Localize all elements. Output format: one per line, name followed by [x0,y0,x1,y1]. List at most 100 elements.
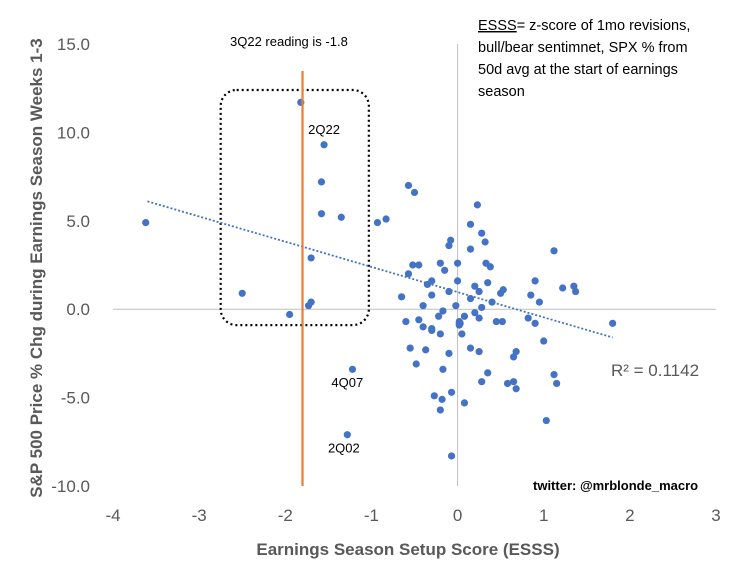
data-point [531,277,539,285]
data-point [478,303,486,312]
x-tick-label: -1 [364,506,379,525]
x-tick-label: -4 [105,506,120,525]
data-point [404,181,413,190]
data-point [453,259,462,267]
data-point [445,241,453,250]
data-point [466,344,475,352]
data-point [285,310,294,319]
data-point [317,178,326,186]
data-point [337,213,345,221]
data-point [509,378,518,386]
data-point [492,317,500,326]
data-point [524,314,532,322]
data-point [406,344,414,352]
r-squared-label: R² = 0.1142 [611,361,699,380]
data-point [499,286,507,294]
data-point [471,309,479,317]
data-point [397,293,406,301]
data-point [445,287,453,296]
y-tick-label: 5.0 [66,212,90,231]
data-point [382,215,390,223]
data-point [441,266,449,274]
data-point [435,312,443,320]
data-point [436,259,444,267]
point-labels: 2Q22 4Q07 2Q02 [308,122,363,455]
data-point [512,385,520,393]
data-point [488,298,496,306]
data-point [475,314,483,322]
data-point [559,284,567,292]
data-point [409,261,417,269]
y-tick-label: -10.0 [51,477,90,496]
twitter-credit: twitter: @mrblonde_macro [533,478,698,493]
data-point [428,277,436,285]
highlight-box [219,88,370,327]
x-axis-title: Earnings Season Setup Score (ESSS) [256,540,559,559]
data-point [422,346,430,354]
data-point [509,353,518,361]
data-point [438,395,446,403]
y-tick-label: -5.0 [61,389,90,408]
data-point [498,317,506,326]
note-line: 50d avg at the start of earnings [478,62,678,78]
data-point [486,263,494,271]
data-point [535,298,544,306]
data-point [343,431,351,439]
note-line: bull/bear sentimnet, SPX % from [478,40,688,56]
data-point [320,141,328,149]
data-point [415,261,423,269]
data-point [447,388,456,396]
data-point [412,360,420,368]
data-point [481,238,489,246]
data-point [430,392,438,400]
data-point [304,302,313,310]
data-point [439,365,447,373]
data-point [439,307,447,315]
point-label: 4Q07 [331,375,363,390]
data-point [348,365,357,373]
x-tick-label: 3 [711,506,720,525]
data-point [484,369,492,377]
data-point [452,302,460,310]
data-point [402,317,410,326]
data-point [142,218,150,227]
data-point [466,294,475,303]
data-point [553,379,561,388]
point-label: 2Q22 [308,122,340,137]
data-point [458,330,466,338]
x-tick-label: 2 [625,506,634,525]
trendline [147,200,613,339]
data-point [503,379,512,388]
data-point [453,277,462,285]
x-tick-label: 0 [453,506,462,525]
data-point [540,337,548,345]
data-point [428,291,436,299]
data-point [466,220,475,228]
data-point [475,287,483,296]
data-point [455,319,463,327]
y-tick-label: 15.0 [57,35,90,54]
y-tick-label: 10.0 [57,123,90,142]
data-point [410,188,419,197]
note-line: season [478,84,525,100]
data-point [527,291,535,299]
data-point [415,316,423,324]
x-tick-label: -3 [192,506,207,525]
point-label: 2Q02 [328,440,360,455]
data-point [466,245,475,253]
data-point [317,210,326,218]
data-point [404,270,413,278]
data-point [445,349,453,357]
data-point [571,287,580,296]
data-point [550,247,558,255]
note-line: ESSS= z-score of 1mo revisions, [478,18,690,34]
data-point [531,319,539,327]
data-point [460,312,469,320]
data-point [419,302,427,310]
data-point [373,218,382,227]
data-point [473,201,481,209]
data-point [460,399,469,407]
x-tick-label: 1 [539,506,548,525]
y-axis-ticks: 15.0 10.0 5.0 0.0 -5.0 -10.0 [51,35,90,496]
